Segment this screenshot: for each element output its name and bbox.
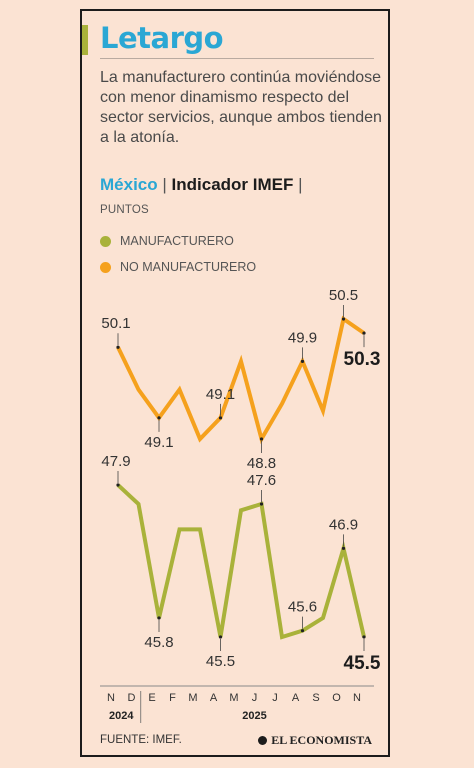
chart-heading: México | Indicador IMEF | xyxy=(100,175,303,195)
data-point-manufacturero-9 xyxy=(300,629,305,633)
data-point-no-manufacturero-7 xyxy=(259,437,264,441)
year-label-2024: 2024 xyxy=(109,710,134,722)
line-chart: 50.1 49.1 49.1 48.8 49.9 50.5 50.3 47.9 45.8 45.5… xyxy=(100,287,381,723)
chart-heading-separator-1: | xyxy=(162,175,167,194)
subtitle: La manufacturero continúa moviéndose con… xyxy=(100,69,382,146)
x-tick-label-12: N xyxy=(353,692,361,704)
data-point-no-manufacturero-2 xyxy=(157,416,161,420)
data-point-manufacturero-0 xyxy=(116,483,120,487)
x-tick-label-10: S xyxy=(312,692,319,704)
data-point-no-manufacturero-11 xyxy=(341,317,346,321)
title-accent-bar xyxy=(82,25,88,55)
x-tick-label-3: F xyxy=(169,692,176,704)
data-point-no-manufacturero-9 xyxy=(300,359,305,363)
data-label-no-manufacturero-12: 50.3 xyxy=(344,349,381,370)
data-label-no-manufacturero-2: 49.1 xyxy=(144,434,173,451)
brand-name: EL ECONOMISTA xyxy=(271,733,372,747)
data-point-no-manufacturero-5 xyxy=(218,416,223,420)
chart-heading-indicator: Indicador IMEF xyxy=(171,175,294,194)
chart-heading-country: México xyxy=(100,175,158,194)
x-tick-label-8: J xyxy=(272,692,278,704)
legend-item-manufacturero: MANUFACTURERO xyxy=(100,234,234,248)
data-label-no-manufacturero-0: 50.1 xyxy=(101,315,130,332)
x-tick-label-11: O xyxy=(332,692,341,704)
page-title: Letargo xyxy=(100,21,224,55)
data-point-no-manufacturero-12 xyxy=(362,331,366,335)
legend-item-no-manufacturero: NO MANUFACTURERO xyxy=(100,260,256,274)
source-note: FUENTE: IMEF. xyxy=(100,734,182,746)
x-tick-label-7: J xyxy=(252,692,258,704)
data-label-manufacturero-12: 45.5 xyxy=(344,653,381,674)
data-label-manufacturero-2: 45.8 xyxy=(144,634,173,651)
legend-dot-green-icon xyxy=(100,235,111,247)
brand-globe-icon xyxy=(258,736,268,745)
data-label-manufacturero-5: 45.5 xyxy=(206,653,235,670)
x-tick-label-2: E xyxy=(148,692,155,704)
data-point-manufacturero-11 xyxy=(341,546,346,550)
x-tick-label-1: D xyxy=(128,692,136,704)
data-label-no-manufacturero-5: 49.1 xyxy=(206,386,235,403)
x-tick-label-0: N xyxy=(107,692,115,704)
chart-heading-separator-2: | xyxy=(298,175,303,194)
x-tick-label-6: M xyxy=(229,692,238,704)
title-divider xyxy=(100,58,374,59)
x-tick-label-9: A xyxy=(292,692,300,704)
data-point-manufacturero-2 xyxy=(157,616,161,620)
legend-dot-orange-icon xyxy=(100,261,111,273)
data-point-manufacturero-7 xyxy=(259,502,264,506)
data-point-manufacturero-12 xyxy=(362,635,366,639)
data-label-no-manufacturero-9: 49.9 xyxy=(288,329,317,346)
legend-label-no-manufacturero: NO MANUFACTURERO xyxy=(120,260,257,274)
data-label-manufacturero-9: 45.6 xyxy=(288,599,317,616)
data-label-no-manufacturero-7: 48.8 xyxy=(247,455,276,472)
infographic-frame: Letargo La manufacturero continúa movién… xyxy=(80,9,390,757)
data-point-manufacturero-5 xyxy=(218,635,223,639)
x-tick-label-4: M xyxy=(188,692,197,704)
chart-units: PUNTOS xyxy=(100,204,149,216)
data-label-manufacturero-7: 47.6 xyxy=(247,472,276,489)
series-line-manufacturero xyxy=(116,483,366,640)
series-line-no-manufacturero xyxy=(116,315,366,445)
data-point-no-manufacturero-0 xyxy=(116,345,120,349)
data-label-manufacturero-0: 47.9 xyxy=(101,453,130,470)
data-label-no-manufacturero-11: 50.5 xyxy=(329,287,358,304)
year-label-2025: 2025 xyxy=(242,710,266,722)
data-label-manufacturero-11: 46.9 xyxy=(329,516,358,533)
legend-label-manufacturero: MANUFACTURERO xyxy=(120,234,234,248)
brand-logo: EL ECONOMISTA xyxy=(258,733,372,748)
x-tick-label-5: A xyxy=(210,692,218,704)
